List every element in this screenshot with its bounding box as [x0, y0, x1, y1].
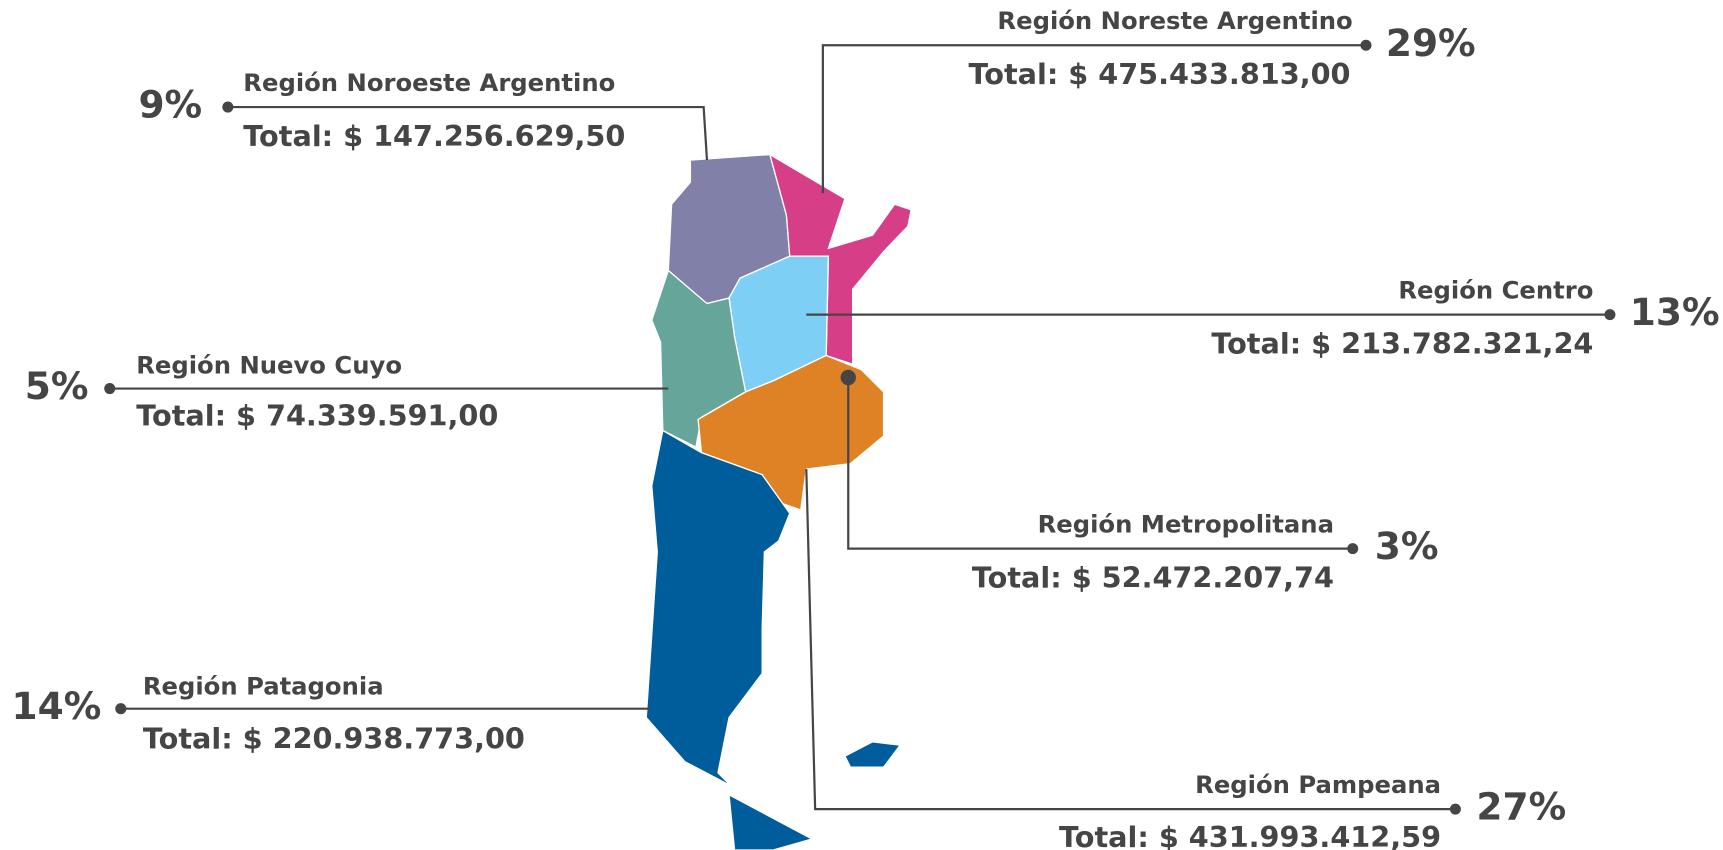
percent: 9% — [138, 83, 202, 127]
dot — [104, 383, 116, 395]
dot — [840, 369, 856, 386]
leader-pampeana — [805, 469, 1456, 811]
percent: 5% — [25, 364, 89, 408]
region-total: Total: $ 220.938.773,00 — [143, 722, 525, 756]
leader-noreste — [821, 44, 1366, 194]
percent: 13% — [1630, 290, 1720, 334]
dot — [1360, 39, 1372, 51]
region-name: Región Centro — [1398, 275, 1593, 304]
tierra-del-fuego — [728, 793, 814, 850]
region-total: Total: $ 213.782.321,24 — [1211, 327, 1593, 361]
region-name: Región Metropolitana — [1038, 509, 1334, 538]
region-name: Región Pampeana — [1195, 770, 1441, 799]
dot — [222, 101, 234, 113]
percent: 27% — [1476, 785, 1566, 829]
region-total: Total: $ 431.993.412,59 — [1059, 820, 1441, 850]
map — [645, 153, 912, 850]
region-total: Total: $ 475.433.813,00 — [968, 57, 1350, 91]
region-name: Región Noroeste Argentino — [243, 68, 615, 97]
region-total: Total: $ 74.339.591,00 — [136, 398, 498, 432]
region-total: Total: $ 52.472.207,74 — [972, 561, 1334, 595]
region-total: Total: $ 147.256.629,50 — [243, 119, 625, 153]
region-name: Región Patagonia — [143, 672, 384, 701]
dot — [1449, 803, 1461, 815]
percent: 29% — [1386, 21, 1476, 65]
leader-noroeste — [227, 105, 709, 161]
percent: 14% — [12, 684, 102, 728]
labels: 9% Región Noroeste Argentino Total: $ 14… — [12, 6, 1720, 850]
leader-metropolitana — [847, 377, 1353, 550]
malvinas — [844, 741, 902, 768]
region-name: Región Nuevo Cuyo — [136, 350, 402, 379]
dot — [115, 703, 127, 715]
dot — [1604, 309, 1616, 321]
percent: 3% — [1375, 524, 1439, 568]
region-patagonia — [645, 429, 791, 787]
leaders — [104, 39, 1616, 815]
region-name: Región Noreste Argentino — [997, 6, 1352, 35]
dot — [1347, 543, 1359, 555]
